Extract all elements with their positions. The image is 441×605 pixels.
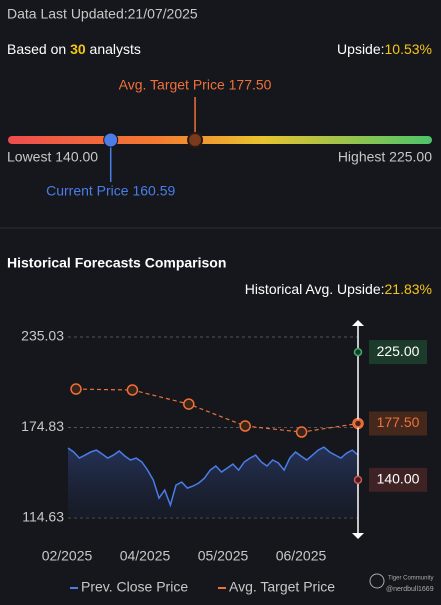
current-marker: [103, 132, 119, 148]
x-tick-label: 04/2025: [120, 548, 171, 564]
marker-dot: [353, 419, 363, 428]
y-tick-label: 174.83: [21, 418, 64, 434]
avg-label: Avg. Target Price 177.50: [119, 77, 272, 93]
x-tick-label: 06/2025: [276, 548, 327, 564]
watermark-user: @nerdbull1669: [386, 586, 434, 593]
subtitle-value: 21.83%: [385, 281, 432, 297]
marker-dot: [353, 347, 363, 357]
x-tick-label: 05/2025: [198, 548, 249, 564]
suffix: analysts: [90, 41, 141, 57]
prefix: Based on: [7, 41, 66, 57]
cursor-top: [352, 320, 364, 326]
watermark: Tiger Community @nerdbull1669: [369, 573, 434, 593]
target-point: [70, 383, 82, 395]
marker-label: 225.00: [377, 343, 420, 359]
series-line: [75, 388, 359, 433]
target-point: [295, 426, 308, 438]
marker-box: [369, 411, 427, 436]
legend-label: Prev. Close Price: [81, 579, 188, 595]
target-point: [239, 420, 251, 432]
series-line: [67, 446, 359, 508]
target-point: [126, 384, 139, 396]
legend-label: Avg. Target Price: [229, 579, 335, 595]
analysts: Based on 30 analysts: [7, 41, 141, 57]
subtitle-label: Historical Avg. Upside:: [245, 281, 385, 297]
watermark-brand: Tiger Community: [388, 576, 433, 582]
marker-label: 177.50: [377, 414, 420, 430]
watermark-icon: [369, 573, 385, 589]
marker-dot: [353, 475, 363, 485]
count: 30: [70, 41, 86, 57]
price-area: [68, 447, 358, 518]
chart-subtitle: Historical Avg. Upside:21.83%: [245, 281, 432, 297]
lowest-label: Lowest 140.00: [7, 149, 98, 165]
marker-box: [369, 340, 427, 365]
marker-label: 140.00: [377, 471, 420, 487]
y-tick-label: 235.03: [21, 328, 64, 344]
upside: Upside:10.53%: [337, 41, 432, 57]
marker-box: [369, 467, 427, 492]
upside-label: Upside:: [337, 41, 384, 57]
x-tick-label: 02/2025: [42, 548, 93, 564]
range-bar: [8, 136, 432, 144]
highest-label: Highest 225.00: [338, 149, 432, 165]
upside-value: 10.53%: [385, 41, 432, 57]
updated: Data Last Updated:21/07/2025: [7, 6, 198, 22]
current-label: Current Price 160.59: [46, 183, 175, 199]
avg-marker: [187, 132, 204, 148]
cursor-bottom: [352, 533, 364, 539]
y-tick-label: 114.63: [22, 509, 64, 525]
target-point: [183, 398, 195, 410]
chart-title: Historical Forecasts Comparison: [7, 255, 226, 271]
